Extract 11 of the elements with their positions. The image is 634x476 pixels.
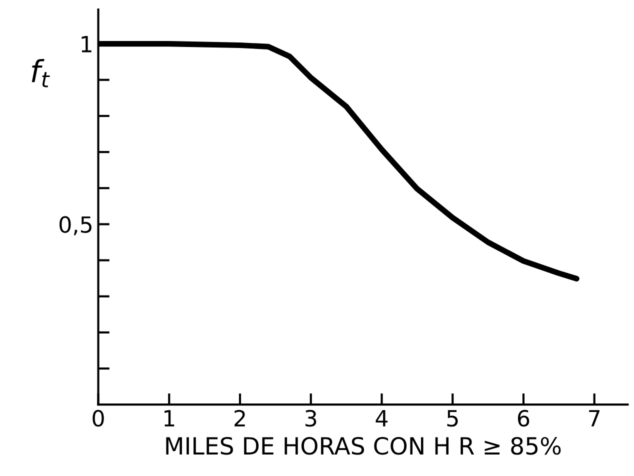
y-tick-label: 0,5: [60, 216, 92, 236]
x-tick-label: 3: [306, 410, 316, 427]
x-tick-label: 6: [518, 410, 530, 427]
x-tick-label: 5: [447, 410, 458, 427]
x-tick-label: 4: [376, 410, 388, 426]
x-tick-label: 0: [92, 410, 104, 427]
x-tick-label: 1: [164, 410, 174, 426]
y-axis-title: f$_{t}$: [32, 58, 50, 88]
x-tick-label: 2: [234, 410, 245, 426]
x-axis-title: MILES DE HORAS CON H R ≥ 85%: [166, 436, 561, 455]
x-tick-label: 7: [589, 410, 600, 426]
